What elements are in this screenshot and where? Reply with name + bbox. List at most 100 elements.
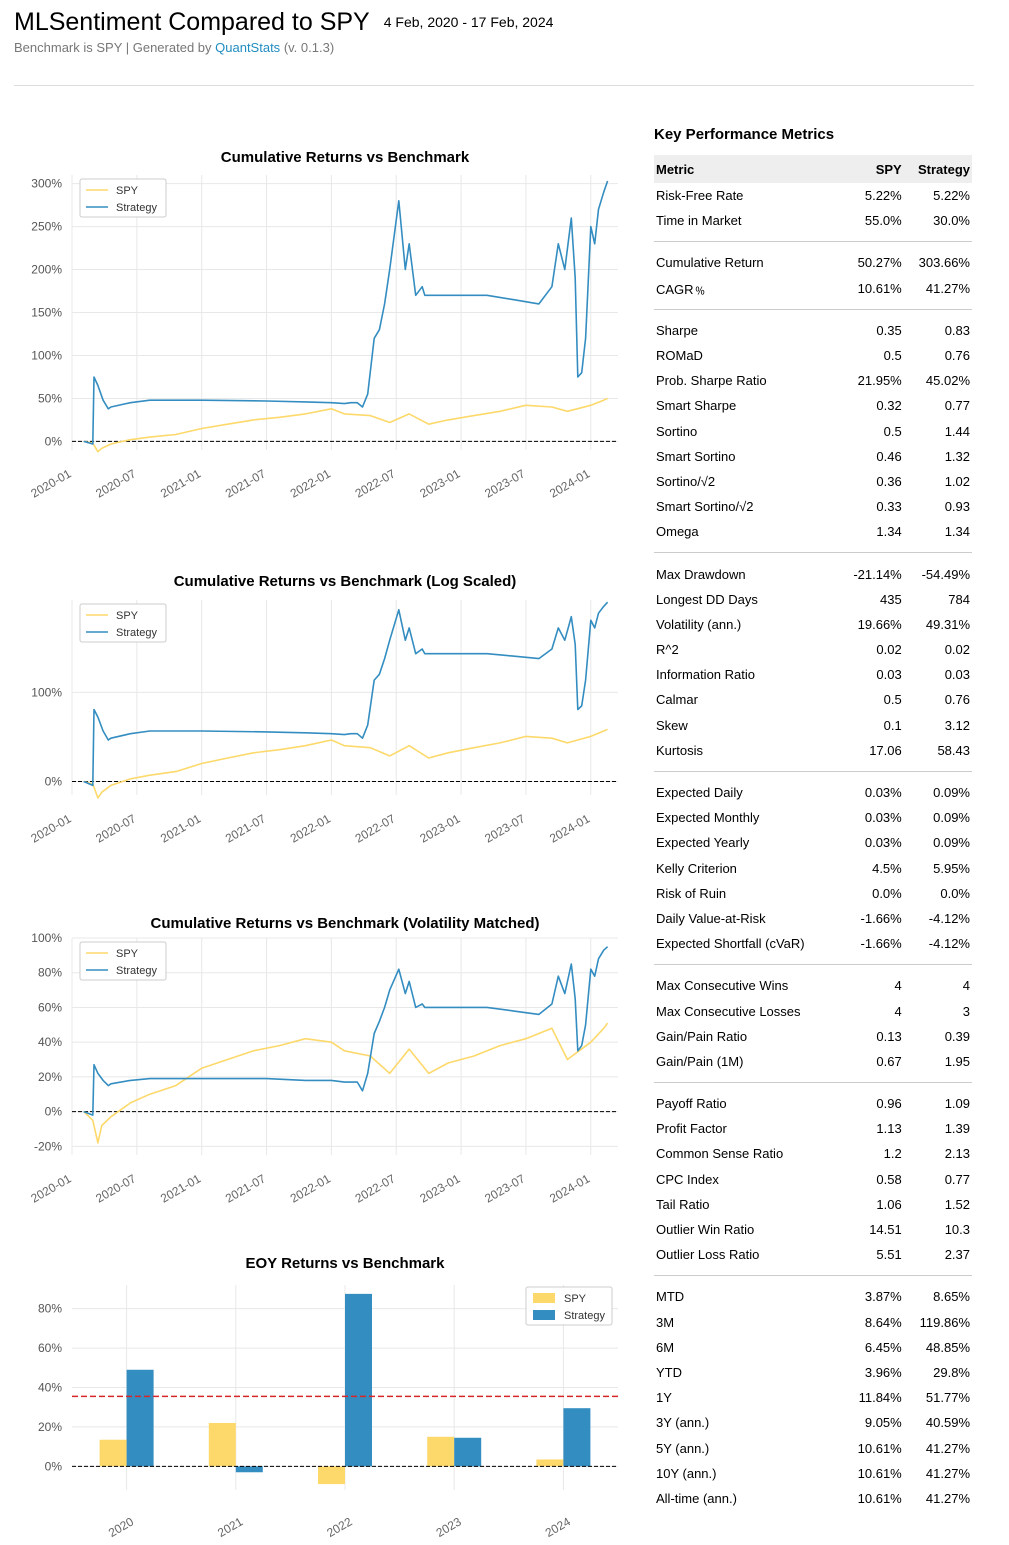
col-metric: Metric [654,155,840,183]
metrics-group-separator [654,301,972,318]
x-tick-label: 2022-07 [353,1171,398,1205]
x-tick-label: 2023-07 [482,1171,527,1205]
metric-name: R^2 [656,642,679,658]
metric-name: 10Y (ann.) [656,1465,717,1481]
metric-row: Tail Ratio 1.06 1.52 [654,1192,972,1217]
metric-row: Skew 0.1 3.12 [654,713,972,738]
metric-spy-value: 0.58 [876,1171,902,1187]
metric-name: Longest DD Days [656,591,758,607]
legend-swatch-strategy [533,1310,555,1320]
series-line-spy [83,397,608,453]
key-metrics-panel: Key Performance Metrics Metric SPY Strat… [654,126,974,1511]
metric-name: Smart Sortino/√2 [656,499,754,515]
metric-row: Longest DD Days 435 784 [654,587,972,612]
metric-strategy-value: 30.0% [933,213,970,229]
metric-spy-value: 0.03% [864,810,902,826]
metric-spy-value: 19.66% [857,616,902,632]
bar-strategy [563,1408,591,1467]
y-tick-label: 200% [31,263,62,277]
legend-label-spy: SPY [116,185,139,197]
metric-spy-value: 17.06 [869,742,902,758]
metric-row: Outlier Loss Ratio 5.51 2.37 [654,1242,972,1267]
metric-strategy-value: 1.39 [944,1121,970,1137]
bar-spy [427,1436,455,1467]
metric-row: Max Consecutive Losses 4 3 [654,998,972,1023]
y-tick-label: 50% [38,391,62,405]
x-tick-label: 2022-07 [353,811,398,845]
metric-row: 1Y 11.84% 51.77% [654,1385,972,1410]
cumulative-returns-chart: Cumulative Returns vs Benchmark 2020-01 20… [28,149,618,501]
bar-strategy [454,1437,482,1467]
metrics-group-separator [654,544,972,561]
metric-spy-value: 3.87% [864,1289,902,1305]
x-tick-label: 2023 [434,1514,464,1540]
metric-row: Common Sense Ratio 1.2 2.13 [654,1141,972,1166]
metric-spy-value: 0.13 [876,1028,902,1044]
metric-spy-value: 0.36 [876,473,902,489]
metric-strategy-value: 0.76 [944,692,970,708]
metric-strategy-value: 1.32 [944,448,970,464]
metric-name: Expected Yearly [656,835,750,851]
metric-spy-value: 10.61% [857,1465,902,1481]
metric-strategy-value: 1.44 [944,423,970,439]
x-tick-label: 2020-07 [93,1171,138,1205]
metric-strategy-value: 4 [962,978,970,994]
metric-name: CAGR﹪ [656,281,707,297]
metric-name: Expected Daily [656,785,743,801]
metric-strategy-value: 0.02 [944,642,970,658]
metric-row: Max Consecutive Wins 4 4 [654,973,972,998]
metric-name: Common Sense Ratio [656,1146,784,1162]
metric-spy-value: 55.0% [864,213,902,229]
metric-spy-value: 10.61% [857,1440,902,1456]
metric-name: Risk of Ruin [656,885,727,901]
chart-legend: SPY Strategy [79,178,167,218]
metric-name: Expected Shortfall (cVaR) [656,936,805,952]
legend-label-strategy: Strategy [116,202,157,214]
y-tick-label: 100% [31,685,62,699]
metric-strategy-value: 0.93 [944,499,970,515]
metric-row: Smart Sortino 0.46 1.32 [654,444,972,469]
col-spy: SPY [839,155,904,183]
x-tick-label: 2020 [106,1514,136,1540]
date-range: 4 Feb, 2020 - 17 Feb, 2024 [383,14,554,30]
x-tick-label: 2022-01 [288,466,333,500]
metric-spy-value: 4 [894,1003,902,1019]
y-tick-label: -20% [34,1139,62,1153]
metric-name: Time in Market [656,213,742,229]
metric-row: Smart Sortino/√2 0.33 0.93 [654,494,972,519]
metric-row: Gain/Pain (1M) 0.67 1.95 [654,1049,972,1074]
metric-name: Volatility (ann.) [656,616,742,632]
metric-spy-value: 0.5 [883,692,902,708]
legend-label-strategy: Strategy [116,965,157,977]
metric-row: Omega 1.34 1.34 [654,519,972,544]
bar-strategy [235,1466,263,1473]
metric-spy-value: 9.05% [864,1415,902,1431]
series-line-strategy [83,946,609,1116]
metric-name: Prob. Sharpe Ratio [656,373,767,389]
metric-spy-value: 1.2 [883,1146,902,1162]
y-tick-label: 0% [45,1105,63,1119]
metric-strategy-value: -54.49% [921,566,970,582]
eoy-returns-chart: EOY Returns vs Benchmark 2020 2021 2022 2023… [38,1255,618,1540]
chart-title: Cumulative Returns vs Benchmark (Log Sca… [174,573,517,590]
y-tick-label: 300% [31,177,62,191]
quantstats-link[interactable]: QuantStats [215,40,281,55]
x-tick-label: 2020-01 [28,1171,73,1205]
bar-strategy [126,1369,154,1467]
metric-row: Kurtosis 17.06 58.43 [654,738,972,763]
metric-row: 3Y (ann.) 9.05% 40.59% [654,1410,972,1435]
metric-row: CAGR﹪ 10.61% 41.27% [654,276,972,301]
metric-spy-value: 0.35 [876,322,902,338]
metric-name: Profit Factor [656,1121,727,1137]
series-line-spy [83,728,608,799]
metric-spy-value: 6.45% [864,1339,902,1355]
metric-spy-value: 0.03% [864,835,902,851]
legend-label-spy: SPY [116,948,139,960]
metric-row: Smart Sharpe 0.32 0.77 [654,393,972,418]
chart-legend: SPY Strategy [525,1286,613,1326]
bar-spy [318,1466,345,1485]
metric-strategy-value: 1.34 [944,524,970,540]
metric-spy-value: 21.95% [857,373,902,389]
metric-strategy-value: 303.66% [918,255,970,271]
x-tick-label: 2023-01 [417,466,462,500]
